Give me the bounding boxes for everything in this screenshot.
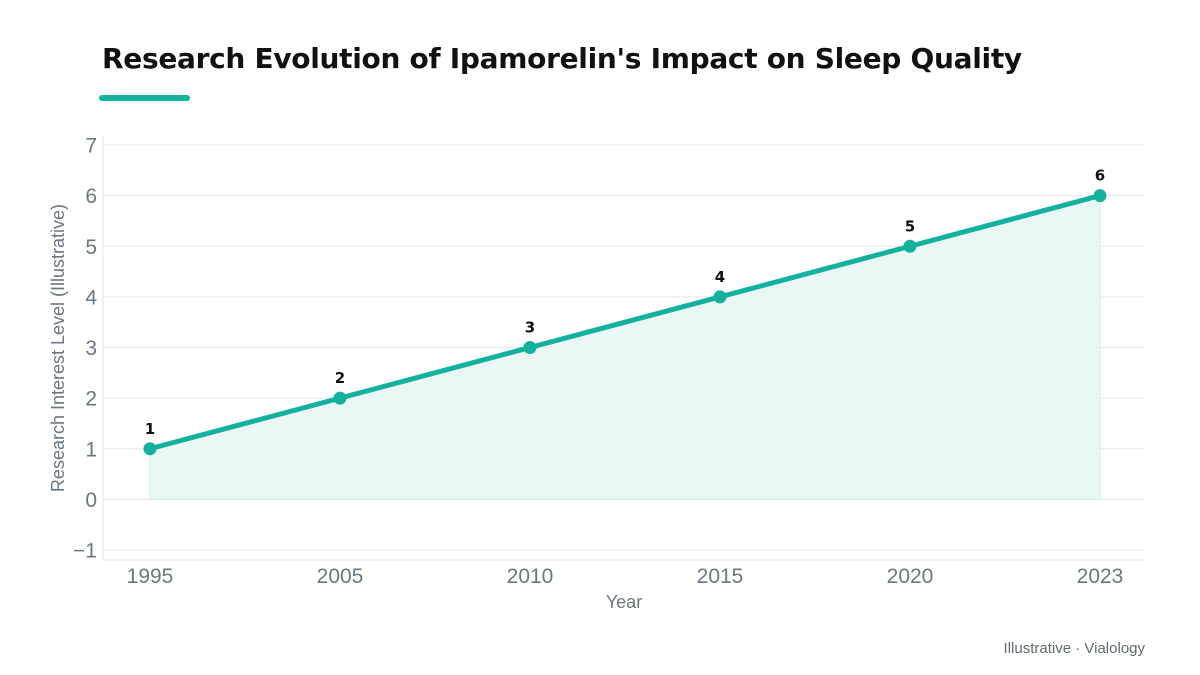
data-point	[713, 290, 727, 304]
data-points	[143, 189, 1107, 456]
y-tick-label: 1	[85, 438, 97, 461]
y-tick-label: 2	[85, 388, 97, 411]
data-point	[523, 341, 537, 354]
data-label: 6	[1095, 167, 1105, 185]
y-tick-label: 7	[85, 135, 97, 158]
y-axis-ticks: −1 0 1 2 3 4 5 6 7	[73, 135, 97, 563]
x-tick-label: 2010	[507, 565, 554, 588]
x-tick-label: 2015	[697, 565, 744, 588]
data-labels: 1 2 3 4 5 6	[145, 167, 1105, 438]
y-axis-label: Research Interest Level (Illustrative)	[48, 204, 68, 492]
x-axis-ticks: 1995 2005 2010 2015 2020 2023	[127, 565, 1124, 588]
data-point	[1093, 189, 1107, 203]
x-tick-label: 2020	[887, 565, 934, 588]
series-polyline	[147, 193, 1103, 452]
source-footer: Illustrative · Vialology	[1003, 640, 1145, 657]
x-tick-label: 1995	[127, 565, 174, 588]
data-point	[333, 391, 347, 405]
data-label: 5	[905, 217, 915, 235]
y-tick-label: 0	[85, 489, 97, 512]
data-label: 4	[715, 268, 725, 286]
x-tick-label: 2005	[317, 565, 364, 588]
chart-title: Research Evolution of Ipamorelin's Impac…	[102, 42, 1022, 75]
data-label: 2	[335, 369, 345, 387]
y-tick-label: 5	[85, 236, 97, 259]
data-point	[143, 442, 157, 456]
data-label: 1	[145, 420, 155, 438]
x-tick-label: 2023	[1077, 565, 1124, 588]
y-tick-label: 6	[85, 185, 97, 208]
x-axis-label: Year	[606, 592, 642, 612]
data-point	[903, 239, 917, 253]
title-accent-bar	[99, 95, 190, 101]
y-tick-label: −1	[73, 540, 97, 563]
data-label: 3	[525, 319, 535, 337]
y-tick-label: 3	[85, 337, 97, 360]
y-tick-label: 4	[85, 286, 97, 309]
series-line	[147, 193, 1103, 452]
